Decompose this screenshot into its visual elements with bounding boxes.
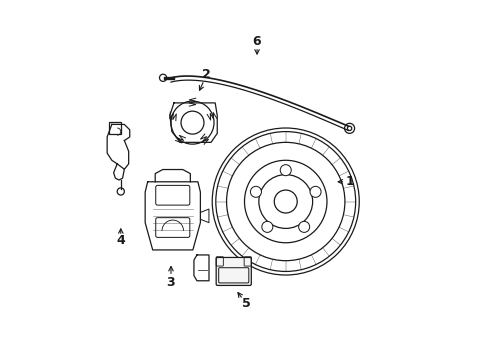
Circle shape	[309, 186, 321, 197]
Circle shape	[280, 165, 291, 176]
Circle shape	[261, 221, 272, 233]
Text: 5: 5	[242, 297, 250, 310]
Circle shape	[274, 190, 297, 213]
FancyBboxPatch shape	[216, 257, 251, 285]
Circle shape	[250, 186, 261, 197]
Text: 3: 3	[166, 276, 175, 289]
Text: 4: 4	[116, 234, 125, 247]
Text: 2: 2	[202, 68, 211, 81]
Text: 1: 1	[345, 175, 354, 188]
Text: 6: 6	[252, 35, 261, 49]
Circle shape	[298, 221, 309, 233]
